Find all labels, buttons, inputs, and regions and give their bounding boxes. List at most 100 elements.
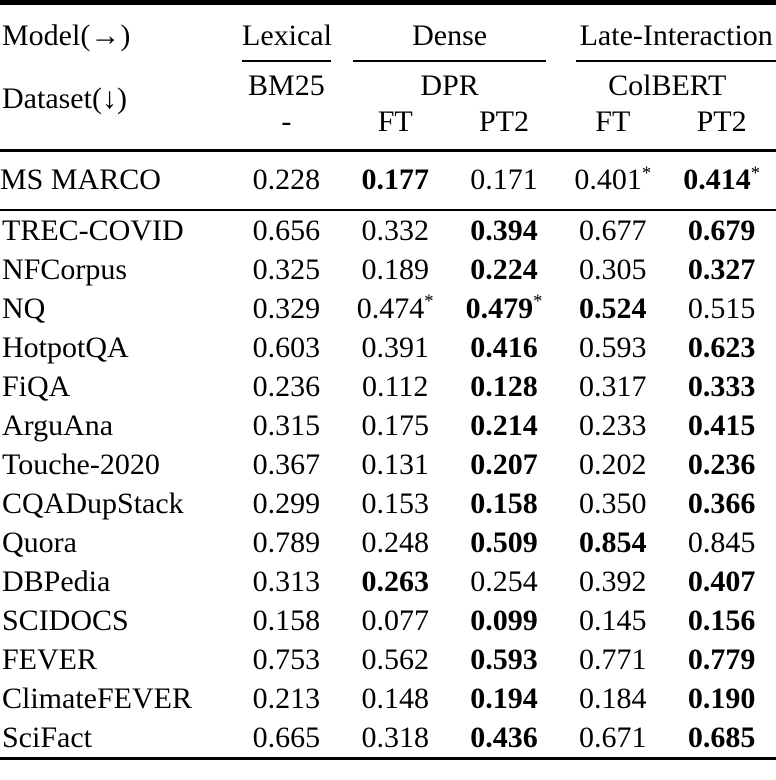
dataset-name: NQ <box>2 291 46 325</box>
score-cell: 0.315 <box>252 408 321 442</box>
dataset-name: FiQA <box>2 369 71 403</box>
score-cell: 0.189 <box>361 252 429 286</box>
score-cell: 0.753 <box>252 642 321 676</box>
table-row: FEVER 0.753 0.562 0.593 0.771 0.779 <box>0 640 776 679</box>
dataset-axis-label: Dataset(↓) <box>2 81 127 115</box>
score-cell: 0.394 <box>470 213 538 247</box>
score-cell: 0.131 <box>361 447 429 481</box>
score-cell: 0.228 <box>232 150 341 211</box>
score-cell: 0.128 <box>470 369 538 403</box>
group-label-lexical: Lexical <box>242 19 332 62</box>
table-row: CQADupStack 0.299 0.153 0.158 0.350 0.366 <box>0 484 776 523</box>
score-cell: 0.213 <box>252 681 321 715</box>
score-cell: 0.305 <box>579 252 647 286</box>
table-row: SciFact 0.665 0.318 0.436 0.671 0.685 <box>0 718 776 759</box>
dataset-name: ArguAna <box>2 408 114 442</box>
table-row: FiQA 0.236 0.112 0.128 0.317 0.333 <box>0 367 776 406</box>
table-row: Touche-2020 0.367 0.131 0.207 0.202 0.236 <box>0 445 776 484</box>
score-cell: 0.177 <box>340 150 450 211</box>
model-name-row: Dataset(↓) BM25 DPR ColBERT <box>0 62 776 115</box>
score-cell: 0.779 <box>687 642 756 676</box>
variant-header-bm25-none: - <box>281 105 292 138</box>
table-row: SCIDOCS 0.158 0.077 0.099 0.145 0.156 <box>0 601 776 640</box>
score-cell: 0.329 <box>252 291 321 325</box>
group-label-late-interaction: Late-Interaction <box>576 19 776 62</box>
score-cell: 0.171 <box>449 150 559 211</box>
score-cell: 0.845 <box>687 525 756 559</box>
score-cell: 0.407 <box>687 564 756 598</box>
score-cell: 0.562 <box>361 642 429 676</box>
score-cell: 0.623 <box>687 330 756 364</box>
score-cell: 0.392 <box>579 564 647 598</box>
score-cell: 0.366 <box>687 486 756 520</box>
score-cell: 0.603 <box>252 330 321 364</box>
variant-header-dpr-pt2: PT2 <box>478 105 529 138</box>
dataset-name: TREC-COVID <box>2 213 184 247</box>
score-cell: 0.112 <box>362 369 429 403</box>
score-cell: 0.509 <box>470 525 538 559</box>
variant-header-dpr-ft: FT <box>377 105 413 138</box>
score-cell: 0.665 <box>252 720 321 754</box>
table-row: ArguAna 0.315 0.175 0.214 0.233 0.415 <box>0 406 776 445</box>
table-row: HotpotQA 0.603 0.391 0.416 0.593 0.623 <box>0 328 776 367</box>
score-cell: 0.158 <box>252 603 321 637</box>
score-cell: 0.184 <box>579 681 647 715</box>
variant-header-colbert-ft: FT <box>595 105 631 138</box>
benchmark-results-table: Model(→) Lexical Dense Late-Interaction … <box>0 0 776 759</box>
score-cell: 0.333 <box>687 369 756 403</box>
score-cell: 0.401* <box>558 150 668 211</box>
score-cell: 0.313 <box>252 564 321 598</box>
group-header-late-interaction: Late-Interaction <box>558 3 776 62</box>
group-header-dense: Dense <box>341 3 559 62</box>
score-cell: 0.415 <box>687 408 756 442</box>
dataset-name: ClimateFEVER <box>2 681 192 715</box>
table-row: NFCorpus 0.325 0.189 0.224 0.305 0.327 <box>0 250 776 289</box>
score-cell: 0.099 <box>470 603 538 637</box>
score-cell: 0.479* <box>465 291 543 325</box>
group-label-dense: Dense <box>352 19 547 62</box>
score-cell: 0.350 <box>579 486 647 520</box>
score-cell: 0.214 <box>470 408 538 442</box>
dataset-name: HotpotQA <box>2 330 129 364</box>
table-row: TREC-COVID 0.656 0.332 0.394 0.677 0.679 <box>0 210 776 250</box>
table-row: DBPedia 0.313 0.263 0.254 0.392 0.407 <box>0 562 776 601</box>
score-cell: 0.202 <box>579 447 647 481</box>
variant-header-colbert-pt2: PT2 <box>696 105 747 138</box>
score-cell: 0.158 <box>470 486 538 520</box>
significance-marker: * <box>424 291 434 313</box>
score-cell: 0.685 <box>687 720 756 754</box>
group-header-lexical: Lexical <box>232 3 341 62</box>
score-cell: 0.236 <box>252 369 321 403</box>
significance-marker: * <box>641 162 652 184</box>
score-cell: 0.317 <box>579 369 647 403</box>
score-cell: 0.332 <box>361 213 429 247</box>
score-cell: 0.367 <box>252 447 321 481</box>
dataset-name: FEVER <box>2 642 98 676</box>
dataset-name: SciFact <box>2 720 92 754</box>
score-cell: 0.236 <box>687 447 756 481</box>
score-cell: 0.391 <box>361 330 429 364</box>
score-cell: 0.077 <box>361 603 429 637</box>
score-cell: 0.416 <box>470 330 538 364</box>
score-cell: 0.677 <box>579 213 647 247</box>
score-cell: 0.474* <box>356 291 434 325</box>
dataset-name: NFCorpus <box>2 252 128 286</box>
score-cell: 0.145 <box>579 603 647 637</box>
score-cell: 0.233 <box>579 408 647 442</box>
dataset-name: SCIDOCS <box>2 603 129 637</box>
dataset-name: Touche-2020 <box>2 447 160 481</box>
dataset-name: DBPedia <box>2 564 111 598</box>
score-cell: 0.771 <box>579 642 647 676</box>
score-cell: 0.414* <box>667 150 776 211</box>
score-cell: 0.318 <box>361 720 429 754</box>
score-cell: 0.156 <box>687 603 756 637</box>
model-header-dpr: DPR <box>420 69 479 102</box>
score-cell: 0.148 <box>361 681 429 715</box>
score-cell: 0.593 <box>470 642 538 676</box>
score-cell: 0.789 <box>252 525 321 559</box>
score-cell: 0.671 <box>579 720 647 754</box>
score-cell: 0.679 <box>687 213 756 247</box>
model-header-colbert: ColBERT <box>608 69 727 102</box>
score-cell: 0.524 <box>579 291 647 325</box>
significance-marker: * <box>533 291 543 313</box>
